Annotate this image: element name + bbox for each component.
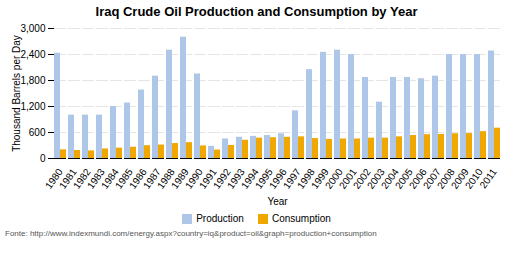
svg-text:1999: 1999 [309,166,331,191]
html-text:Consumption: Consumption [271,213,331,224]
svg-text:1980: 1980 [43,166,65,191]
svg-text:1994: 1994 [239,166,261,191]
svg-text:600: 600 [29,127,46,138]
svg-text:Thousand Barrels per Day: Thousand Barrels per Day [11,35,22,152]
svg-text:2004: 2004 [379,166,401,191]
svg-text:2007: 2007 [421,166,443,191]
svg-text:2005: 2005 [393,166,415,191]
svg-text:2008: 2008 [435,166,457,191]
svg-text:1993: 1993 [225,166,247,191]
html-text:Iraq Crude Oil Production and: Iraq Crude Oil Production and Consumptio… [95,4,418,19]
svg-text:2003: 2003 [365,166,387,191]
svg-text:1,800: 1,800 [20,75,45,86]
html-text:Production: Production [196,213,244,224]
svg-text:1986: 1986 [127,166,149,191]
svg-text:2010: 2010 [463,166,485,191]
svg-text:1996: 1996 [267,166,289,191]
svg-text:1989: 1989 [169,166,191,191]
html-text:Fonte: http://www.indexmundi.c: Fonte: http://www.indexmundi.com/energy.… [5,229,377,238]
svg-text:2009: 2009 [449,166,471,191]
svg-text:2001: 2001 [337,166,359,191]
svg-text:1988: 1988 [155,166,177,191]
svg-text:1997: 1997 [281,166,303,191]
svg-text:2,400: 2,400 [20,49,45,60]
svg-text:1987: 1987 [141,166,163,191]
svg-text:1983: 1983 [85,166,107,191]
svg-text:2006: 2006 [407,166,429,191]
svg-text:1,200: 1,200 [20,101,45,112]
svg-text:3,000: 3,000 [20,23,45,34]
svg-text:2000: 2000 [323,166,345,191]
svg-text:0: 0 [40,153,46,164]
svg-text:1981: 1981 [57,166,79,191]
svg-text:Year: Year [267,196,288,207]
svg-text:1985: 1985 [113,166,135,191]
svg-text:1990: 1990 [183,166,205,191]
svg-text:1984: 1984 [99,166,121,191]
svg-text:1995: 1995 [253,166,275,191]
svg-text:1992: 1992 [211,166,233,191]
svg-text:1982: 1982 [71,166,93,191]
svg-text:2002: 2002 [351,166,373,191]
svg-text:2011: 2011 [477,166,499,190]
svg-text:1998: 1998 [295,166,317,191]
svg-text:1991: 1991 [197,166,219,191]
